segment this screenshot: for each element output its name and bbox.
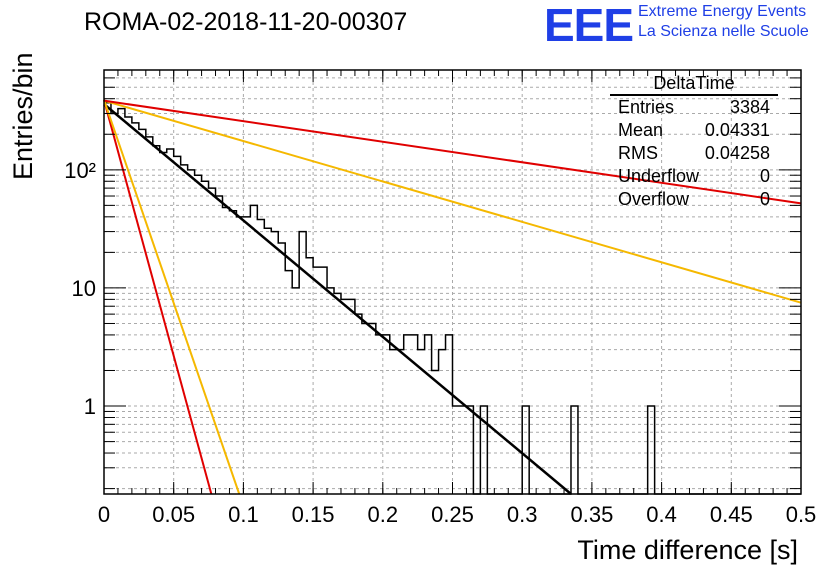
stats-label: Mean bbox=[618, 120, 664, 140]
x-tick-label: 0.3 bbox=[507, 502, 538, 527]
fit-line-yellow bbox=[103, 99, 802, 304]
x-tick-label: 0.15 bbox=[292, 502, 335, 527]
x-tick-label: 0.45 bbox=[710, 502, 753, 527]
x-tick-label: 0.05 bbox=[152, 502, 195, 527]
logo-subtitle-1: Extreme Energy Events bbox=[638, 3, 807, 20]
stats-label: Entries bbox=[618, 97, 675, 117]
stats-label: Overflow bbox=[618, 189, 690, 209]
y-tick-label: 10 bbox=[72, 276, 96, 301]
stats-row: RMS 0.04258 bbox=[612, 142, 778, 165]
stats-row: Mean 0.04331 bbox=[612, 119, 778, 142]
fit-lines bbox=[103, 99, 802, 495]
stats-value: 3384 bbox=[729, 97, 770, 117]
axis-ticks bbox=[103, 69, 802, 494]
stats-row: Overflow 0 bbox=[612, 188, 778, 211]
x-tick-label: 0.5 bbox=[786, 502, 817, 527]
x-tick-label: 0.2 bbox=[368, 502, 399, 527]
x-tick-label: 0.1 bbox=[228, 502, 259, 527]
stats-row: Underflow 0 bbox=[612, 165, 778, 188]
y-tick-labels: 1 10 10² bbox=[64, 158, 96, 419]
page-title: ROMA-02-2018-11-20-00307 bbox=[84, 8, 408, 36]
stats-value: 0.04258 bbox=[704, 143, 770, 163]
y-axis-label: Entries/bin bbox=[8, 52, 38, 180]
y-tick-label: 1 bbox=[84, 394, 96, 419]
fit-line-red bbox=[103, 99, 213, 495]
x-tick-label: 0 bbox=[98, 502, 110, 527]
stats-label: Underflow bbox=[618, 166, 700, 186]
stats-label: RMS bbox=[618, 143, 658, 163]
stats-title: DeltaTime bbox=[610, 73, 778, 96]
stats-row: Entries 3384 bbox=[612, 96, 778, 119]
x-tick-label: 0.35 bbox=[570, 502, 613, 527]
stats-value: 0.04331 bbox=[704, 120, 770, 140]
stats-value: 0 bbox=[759, 189, 770, 209]
fit-line-yellow bbox=[103, 99, 241, 495]
y-tick-label: 10² bbox=[64, 158, 96, 183]
stats-value: 0 bbox=[759, 166, 770, 186]
logo-subtitle-2: La Scienza nelle Scuole bbox=[638, 23, 809, 40]
eee-logo: EEE bbox=[544, 0, 634, 51]
x-tick-labels: 0 0.05 0.1 0.15 0.2 0.25 0.3 0.35 0.4 0.45 0.5 bbox=[98, 502, 816, 527]
stats-box: DeltaTime Entries 3384 Mean 0.04331 RMS 0.0… bbox=[610, 73, 778, 211]
x-tick-label: 0.4 bbox=[646, 502, 677, 527]
fit-line-black bbox=[103, 103, 572, 495]
x-axis-label: Time difference [s] bbox=[577, 535, 798, 565]
x-tick-label: 0.25 bbox=[431, 502, 474, 527]
fit-line-red bbox=[103, 99, 802, 205]
